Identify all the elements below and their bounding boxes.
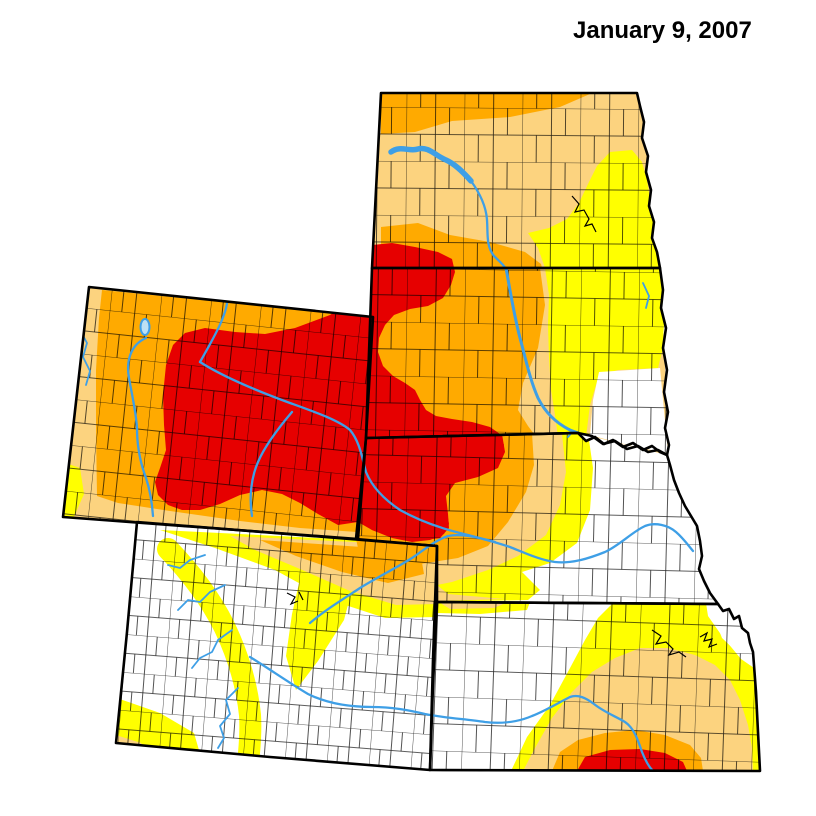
- river-layer: [79, 145, 695, 771]
- colorado-river-headwaters: [177, 584, 226, 611]
- republican-river-squiggle: [651, 629, 687, 658]
- denver-metro-cluster: [286, 591, 304, 606]
- bear-river: [79, 329, 91, 386]
- state-border-layer: [61, 91, 762, 773]
- map-date: January 9, 2007: [573, 17, 752, 44]
- nebraska-border: [354, 431, 720, 606]
- county-grid: [63, 287, 373, 539]
- county-grid: [116, 522, 437, 770]
- green-river: [126, 336, 155, 518]
- county-grid: [366, 268, 669, 455]
- big-sioux-stub: [642, 282, 650, 309]
- north-dakota-border: [370, 91, 662, 270]
- arkansas-river: [248, 655, 655, 771]
- sheyenne-river-squiggle: [571, 195, 597, 233]
- colorado-border: [114, 520, 439, 772]
- missouri-river-nd: [469, 179, 508, 272]
- rio-grande-river: [217, 687, 239, 749]
- county-grid-layer: [63, 93, 760, 771]
- yampa-river: [167, 554, 206, 569]
- gunnison-river: [191, 629, 233, 669]
- county-grid: [430, 602, 760, 771]
- north-platte-upper: [249, 410, 294, 518]
- minor-stream-layer: [286, 195, 718, 658]
- lake-sakakawea: [388, 145, 474, 184]
- delaware-river-squiggle: [699, 631, 718, 649]
- flaming-gorge-lake: [139, 318, 151, 336]
- kansas-border: [428, 600, 762, 773]
- county-grid: [372, 93, 660, 268]
- south-platte-river: [308, 533, 497, 625]
- missouri-river-sd: [504, 266, 580, 435]
